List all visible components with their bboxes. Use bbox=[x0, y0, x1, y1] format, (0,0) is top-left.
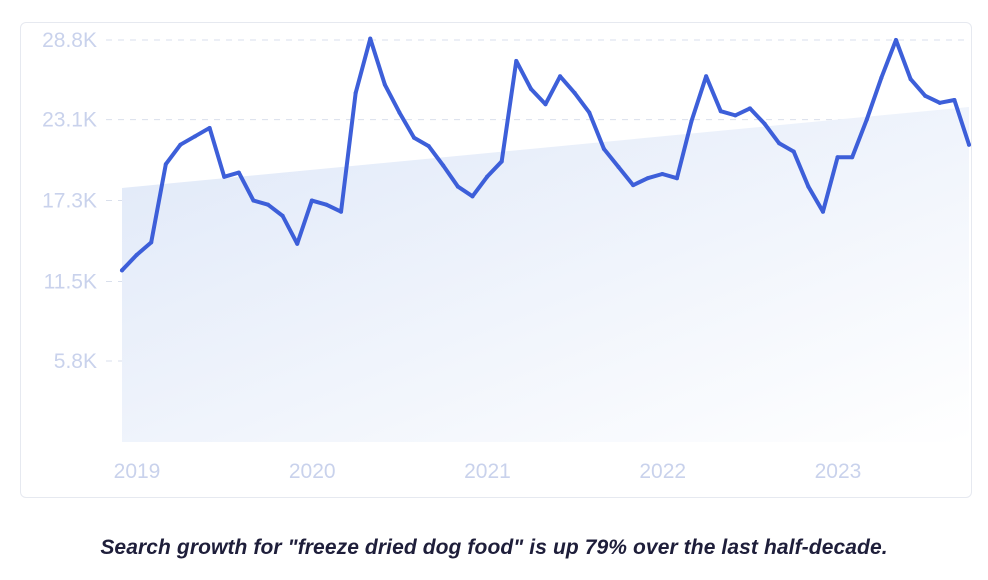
data-point bbox=[967, 142, 971, 147]
data-point bbox=[236, 170, 241, 175]
data-point bbox=[558, 74, 563, 79]
y-tick-label: 23.1K bbox=[42, 109, 97, 132]
data-point bbox=[645, 176, 650, 181]
x-tick-label: 2021 bbox=[464, 460, 511, 483]
x-tick-label: 2023 bbox=[815, 460, 862, 483]
data-point bbox=[339, 209, 344, 214]
x-tick-label: 2022 bbox=[639, 460, 686, 483]
trend-area bbox=[122, 107, 969, 442]
data-point bbox=[207, 125, 212, 130]
data-point bbox=[806, 184, 811, 189]
series-layer bbox=[120, 36, 971, 273]
data-point bbox=[762, 121, 767, 126]
x-tick-label: 2019 bbox=[114, 460, 161, 483]
x-axis-ticks: 2019 2020 2021 2022 2023 bbox=[114, 460, 862, 483]
data-point bbox=[777, 141, 782, 146]
data-point bbox=[266, 202, 271, 207]
data-point bbox=[134, 252, 139, 257]
data-point bbox=[455, 184, 460, 189]
y-tick-label: 17.3K bbox=[42, 190, 97, 213]
data-point bbox=[499, 159, 504, 164]
data-point bbox=[864, 117, 869, 122]
data-point bbox=[412, 135, 417, 140]
data-point bbox=[835, 155, 840, 160]
y-tick-label: 28.8K bbox=[42, 29, 97, 52]
x-tick-label: 2020 bbox=[289, 460, 336, 483]
data-point bbox=[820, 209, 825, 214]
data-point bbox=[587, 110, 592, 115]
data-point bbox=[470, 194, 475, 199]
data-point bbox=[937, 100, 942, 105]
data-point bbox=[616, 165, 621, 170]
data-point bbox=[251, 198, 256, 203]
data-point bbox=[397, 110, 402, 115]
data-point bbox=[222, 174, 227, 179]
data-point bbox=[952, 98, 957, 103]
data-point bbox=[149, 240, 154, 245]
data-point bbox=[601, 146, 606, 151]
data-point bbox=[485, 174, 490, 179]
trend-area-fill bbox=[122, 107, 969, 442]
y-tick-label: 11.5K bbox=[44, 270, 97, 293]
data-point bbox=[660, 172, 665, 176]
data-point bbox=[747, 106, 752, 111]
data-point bbox=[674, 176, 679, 181]
data-point bbox=[295, 241, 300, 246]
data-point bbox=[543, 102, 548, 107]
chart-caption: Search growth for "freeze dried dog food… bbox=[100, 536, 888, 559]
data-point bbox=[163, 162, 168, 167]
y-axis-ticks: 28.8K 23.1K 17.3K 11.5K 5.8K bbox=[42, 29, 97, 373]
y-tick-label: 5.8K bbox=[54, 350, 97, 373]
data-point bbox=[572, 91, 577, 96]
data-point bbox=[704, 74, 709, 79]
data-point bbox=[893, 38, 898, 42]
chart-card: 28.8K 23.1K 17.3K 11.5K 5.8K 2019 2020 2021 202… bbox=[20, 22, 972, 498]
data-point bbox=[382, 82, 387, 87]
data-point bbox=[879, 75, 884, 80]
data-point bbox=[353, 91, 358, 96]
data-point bbox=[923, 93, 928, 98]
data-point bbox=[324, 202, 329, 207]
data-point bbox=[689, 118, 694, 123]
data-point bbox=[280, 213, 285, 218]
data-point bbox=[631, 183, 636, 188]
data-point bbox=[528, 86, 533, 91]
data-point bbox=[426, 144, 431, 149]
data-point bbox=[908, 77, 913, 82]
data-point bbox=[514, 58, 519, 63]
data-point bbox=[850, 155, 855, 160]
data-point bbox=[178, 142, 183, 147]
data-point bbox=[120, 268, 124, 273]
data-point bbox=[441, 163, 446, 168]
data-point bbox=[309, 198, 314, 203]
line-chart: 28.8K 23.1K 17.3K 11.5K 5.8K 2019 2020 2021 202… bbox=[42, 29, 971, 483]
data-point bbox=[193, 134, 198, 139]
data-point bbox=[733, 113, 738, 118]
data-point bbox=[791, 149, 796, 154]
data-point bbox=[718, 109, 723, 114]
data-point bbox=[368, 36, 373, 41]
